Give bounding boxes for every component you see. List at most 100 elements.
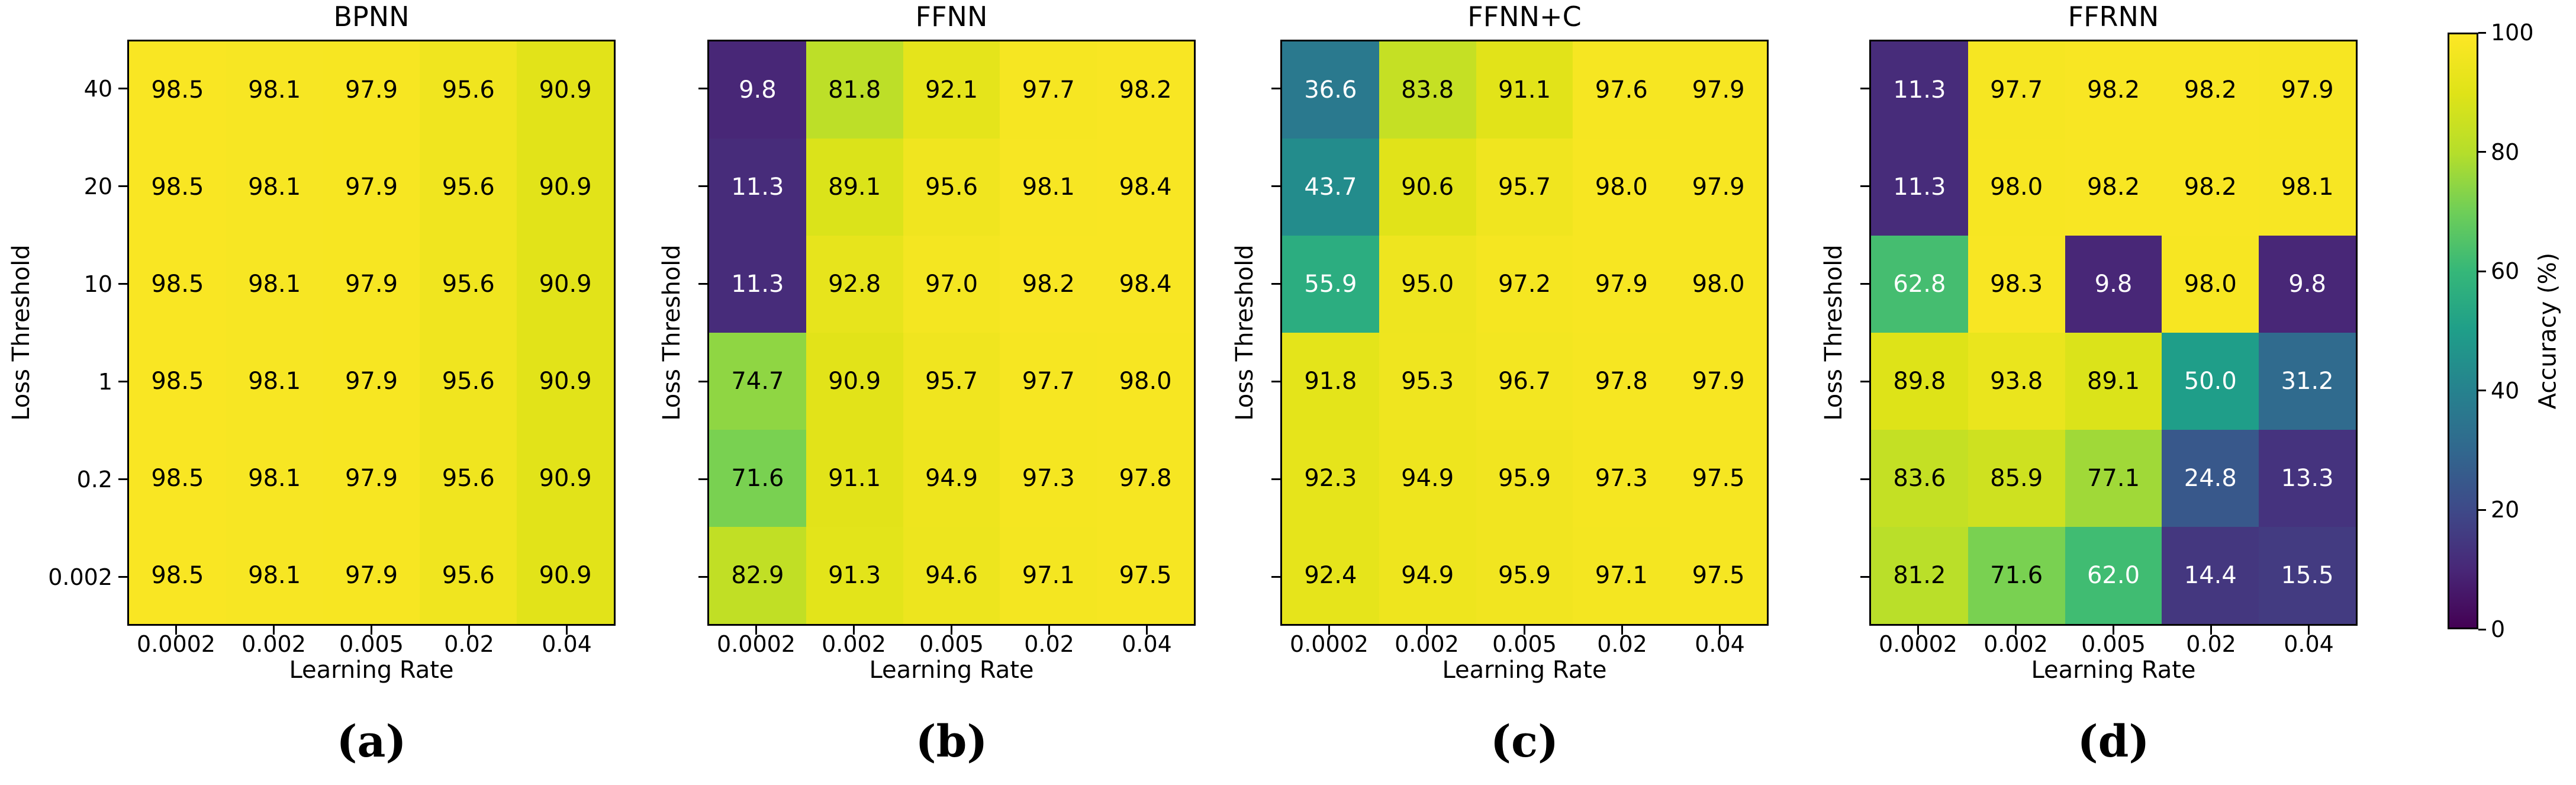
y-axis-tick	[118, 576, 127, 578]
x-tick-label: 0.04	[1695, 631, 1745, 657]
heatmap-cell: 85.9	[1968, 430, 2065, 527]
panel-title: FFNN+C	[1467, 1, 1582, 33]
heatmap-cell: 98.3	[1968, 236, 2065, 333]
heatmap-cell: 95.6	[420, 430, 517, 527]
heatmap-cell: 98.0	[2162, 236, 2259, 333]
heatmap-cell: 90.9	[517, 430, 614, 527]
x-axis-tick	[1719, 626, 1721, 635]
y-axis-label-wrap: Loss Threshold	[5, 40, 38, 626]
colorbar-tick-label: 100	[2491, 20, 2534, 46]
heatmap-cell: 71.6	[709, 430, 806, 527]
heatmap-cell: 11.3	[709, 139, 806, 236]
heatmap-cell: 98.2	[1000, 236, 1097, 333]
heatmap-cell: 95.6	[420, 333, 517, 430]
colorbar-tick-label: 80	[2491, 139, 2520, 165]
colorbar-tick	[2478, 270, 2486, 272]
x-tick-label: 0.0002	[137, 631, 215, 657]
y-tick-label: 20	[83, 173, 112, 200]
x-tick-label: 0.002	[1395, 631, 1459, 657]
colorbar-tick-label: 20	[2491, 497, 2520, 523]
colorbar-gradient	[2448, 33, 2478, 629]
heatmap-grid: 98.5 98.1 97.9 95.6 90.9 98.5 98.1 97.9 95.6 90.9…	[127, 40, 616, 626]
heatmap-cell: 97.9	[1670, 333, 1767, 430]
x-axis-tick	[755, 626, 757, 635]
x-tick-label: 0.005	[919, 631, 984, 657]
x-axis-tick	[2210, 626, 2212, 635]
x-tick-label: 0.002	[1983, 631, 2048, 657]
heatmap-cell: 98.1	[226, 430, 323, 527]
heatmap-cell: 9.8	[2259, 236, 2356, 333]
x-axis-tick	[1524, 626, 1525, 635]
heatmap-cell: 98.1	[226, 333, 323, 430]
x-tick-label: 0.0002	[1290, 631, 1368, 657]
heatmap-cell: 13.3	[2259, 430, 2356, 527]
colorbar-tick-label: 60	[2491, 258, 2520, 285]
colorbar-tick	[2478, 390, 2486, 392]
heatmap-cell: 98.5	[129, 139, 226, 236]
heatmap-grid: 11.3 97.7 98.2 98.2 97.9 11.3 98.0 98.2 98.2 98.1…	[1869, 40, 2358, 626]
heatmap-cell: 9.8	[709, 41, 806, 139]
x-tick-label: 0.02	[444, 631, 494, 657]
y-axis-tick	[1860, 478, 1869, 480]
x-axis-tick	[1426, 626, 1428, 635]
panel-caption: (c)	[1490, 716, 1559, 767]
heatmap-cell: 77.1	[2065, 430, 2162, 527]
heatmap-cell: 97.1	[1000, 527, 1097, 624]
y-axis-label-wrap: Loss Threshold	[1817, 40, 1850, 626]
x-tick-label: 0.04	[2284, 631, 2334, 657]
heatmap-cell: 97.8	[1097, 430, 1194, 527]
heatmap-cell: 90.9	[517, 139, 614, 236]
heatmap-cell: 95.7	[1476, 139, 1573, 236]
y-axis-tick	[1271, 381, 1280, 382]
heatmap-cell: 90.9	[517, 527, 614, 624]
heatmap-cell: 92.1	[903, 41, 1000, 139]
heatmap-cell: 94.6	[903, 527, 1000, 624]
heatmap-cell: 98.5	[129, 41, 226, 139]
y-axis-tick	[1860, 381, 1869, 382]
y-axis-tick	[1860, 283, 1869, 285]
panel-caption: (b)	[915, 716, 988, 767]
heatmap-cell: 97.9	[2259, 41, 2356, 139]
colorbar-label-wrap: Accuracy (%)	[2529, 33, 2567, 629]
x-axis-tick	[175, 626, 177, 635]
heatmap-cell: 98.5	[129, 333, 226, 430]
panel-caption: (a)	[336, 716, 407, 767]
heatmap-cell: 81.8	[806, 41, 903, 139]
colorbar-tick	[2478, 151, 2486, 153]
heatmap-cell: 95.6	[420, 41, 517, 139]
heatmap-cell: 92.3	[1282, 430, 1379, 527]
colorbar-tick	[2478, 31, 2486, 34]
heatmap-cell: 55.9	[1282, 236, 1379, 333]
heatmap-cell: 24.8	[2162, 430, 2259, 527]
y-axis-tick	[118, 478, 127, 480]
x-axis-tick	[2015, 626, 2017, 635]
heatmap-cell: 62.8	[1871, 236, 1968, 333]
heatmap-cell: 97.3	[1573, 430, 1670, 527]
y-axis-label-wrap: Loss Threshold	[655, 40, 688, 626]
y-axis-tick	[698, 88, 707, 89]
x-axis-tick	[1621, 626, 1623, 635]
x-axis-tick	[468, 626, 470, 635]
heatmap-cell: 97.9	[323, 430, 420, 527]
heatmap-cell: 97.7	[1000, 333, 1097, 430]
x-axis-tick	[566, 626, 568, 635]
y-axis-tick	[698, 283, 707, 285]
heatmap-cell: 97.5	[1670, 430, 1767, 527]
heatmap-cell: 11.3	[1871, 139, 1968, 236]
heatmap-cell: 43.7	[1282, 139, 1379, 236]
heatmap-cell: 97.9	[1670, 41, 1767, 139]
heatmap-cell: 71.6	[1968, 527, 2065, 624]
colorbar-axis-label: Accuracy (%)	[2534, 252, 2561, 410]
y-axis-tick	[698, 478, 707, 480]
y-axis-tick	[1860, 576, 1869, 578]
heatmap-cell: 62.0	[2065, 527, 2162, 624]
colorbar-tick	[2478, 509, 2486, 511]
heatmap-cell: 95.0	[1379, 236, 1476, 333]
heatmap-cell: 83.8	[1379, 41, 1476, 139]
heatmap-cell: 82.9	[709, 527, 806, 624]
x-tick-label: 0.04	[542, 631, 592, 657]
heatmap-cell: 89.8	[1871, 333, 1968, 430]
x-tick-label: 0.02	[1024, 631, 1074, 657]
heatmap-cell: 96.7	[1476, 333, 1573, 430]
